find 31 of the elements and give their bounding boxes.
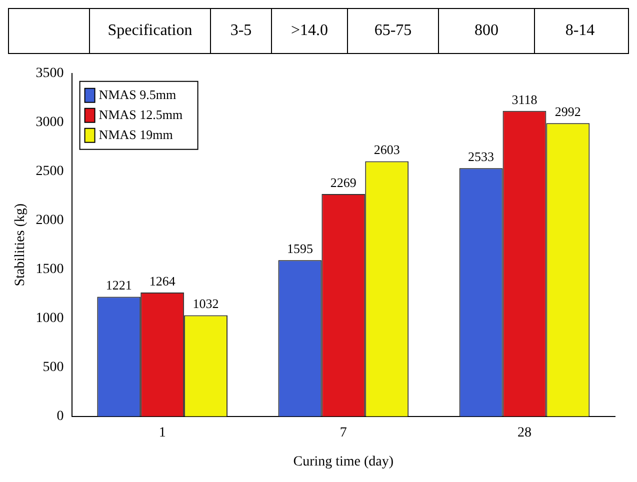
text: 8-14: [565, 22, 595, 40]
text: 3-5: [230, 22, 252, 40]
y-axis-title: Stabilities (kg): [13, 203, 28, 286]
x-axis-title: Curing time (day): [293, 454, 394, 470]
data-label: 2533: [468, 149, 494, 164]
text: 65-75: [374, 22, 412, 40]
data-label: 1221: [106, 278, 132, 293]
x-tick-label: 7: [340, 425, 347, 440]
y-tick-label: 1000: [36, 311, 64, 326]
legend-label: NMAS 9.5mm: [98, 86, 176, 102]
text: 800: [474, 22, 498, 40]
x-tick-label: 28: [517, 425, 532, 440]
data-label: 3118: [512, 92, 538, 107]
data-label: 2992: [554, 104, 581, 120]
data-label: 1264: [149, 273, 176, 288]
y-tick-label: 0: [56, 409, 64, 424]
y-tick-label: 3000: [36, 115, 64, 130]
x-tick-label: 1: [158, 425, 166, 440]
y-tick-label: 2500: [36, 164, 64, 180]
data-label: 2269: [330, 174, 356, 190]
y-tick-label: 1500: [36, 262, 64, 278]
y-tick-label: 3500: [36, 66, 64, 82]
data-label: 1032: [192, 296, 219, 312]
y-tick-label: 2000: [36, 213, 64, 228]
legend-label: NMAS 19mm: [98, 126, 173, 142]
data-label: 2603: [374, 142, 400, 158]
text: Specification: [108, 22, 192, 40]
text: >14.0: [290, 22, 328, 40]
legend-label: NMAS 12.5mm: [98, 106, 183, 122]
data-label: 1595: [286, 241, 313, 256]
y-tick-label: 500: [42, 360, 64, 376]
